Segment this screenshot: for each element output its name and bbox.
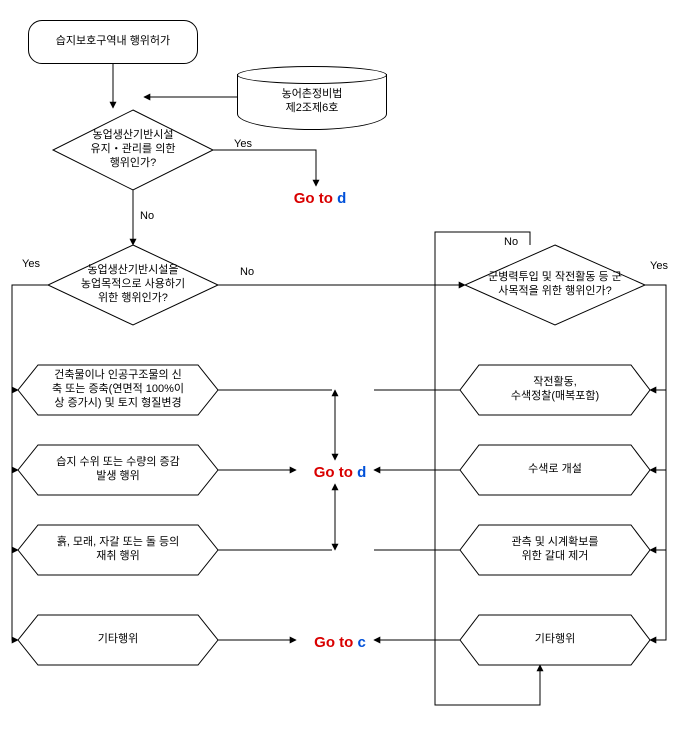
hL4-text: 기타행위 [98,633,138,647]
hL3-text: 흙, 모래, 자갈 또는 돌 등의재취 행위 [57,536,180,564]
db-text: 농어촌정비법제2조제6호 [282,88,343,116]
d1-text-wrap: 농업생산기반시설유지・관리를 의한행위인가? [53,110,213,190]
hR1-text: 작전활동,수색정찰(매복포함) [511,376,599,404]
hR3-text: 관측 및 시계확보를위한 갈대 제거 [511,536,598,564]
flowchart-canvas: 습지보호구역내 행위허가 농어촌정비법제2조제6호 농업생산기반시설유지・관리를… [0,0,676,729]
hR2-wrap: 수색로 개설 [460,445,650,495]
hL2-wrap: 습지 수위 또는 수량의 증감발생 행위 [18,445,218,495]
hR3-wrap: 관측 및 시계확보를위한 갈대 제거 [460,525,650,575]
hL1-wrap: 건축물이나 인공구조물의 신축 또는 증축(연면적 100%이상 증가시) 및 … [18,365,218,415]
goto-d-top: Go to d [280,190,360,207]
d3-no: No [504,236,518,248]
hL3-wrap: 흙, 모래, 자갈 또는 돌 등의재취 행위 [18,525,218,575]
hL4-wrap: 기타행위 [18,615,218,665]
db-node: 농어촌정비법제2조제6호 [237,66,387,130]
d1-text: 농업생산기반시설유지・관리를 의한행위인가? [91,129,176,170]
d3-text: 군병력투입 및 작전활동 등 군사목적을 위한 행위인가? [488,271,622,299]
start-text: 습지보호구역내 행위허가 [56,35,170,49]
d2-text-wrap: 농업생산기반시설을농업목적으로 사용하기위한 행위인가? [48,245,218,325]
goto-c: Go to c [300,634,380,651]
hR4-text: 기타행위 [535,633,575,647]
d1-yes: Yes [234,138,252,150]
d2-no: No [240,266,254,278]
hL2-text: 습지 수위 또는 수량의 증감발생 행위 [56,456,180,484]
d2-text: 농업생산기반시설을농업목적으로 사용하기위한 행위인가? [81,264,185,305]
goto-d-mid: Go to d [300,464,380,481]
start-node: 습지보호구역내 행위허가 [28,20,198,64]
hL1-text: 건축물이나 인공구조물의 신축 또는 증축(연면적 100%이상 증가시) 및 … [52,369,184,410]
d3-yes: Yes [650,260,668,272]
hR4-wrap: 기타행위 [460,615,650,665]
hR1-wrap: 작전활동,수색정찰(매복포함) [460,365,650,415]
d3-text-wrap: 군병력투입 및 작전활동 등 군사목적을 위한 행위인가? [465,245,645,325]
d2-yes: Yes [22,258,40,270]
hR2-text: 수색로 개설 [528,463,582,477]
d1-no: No [140,210,154,222]
